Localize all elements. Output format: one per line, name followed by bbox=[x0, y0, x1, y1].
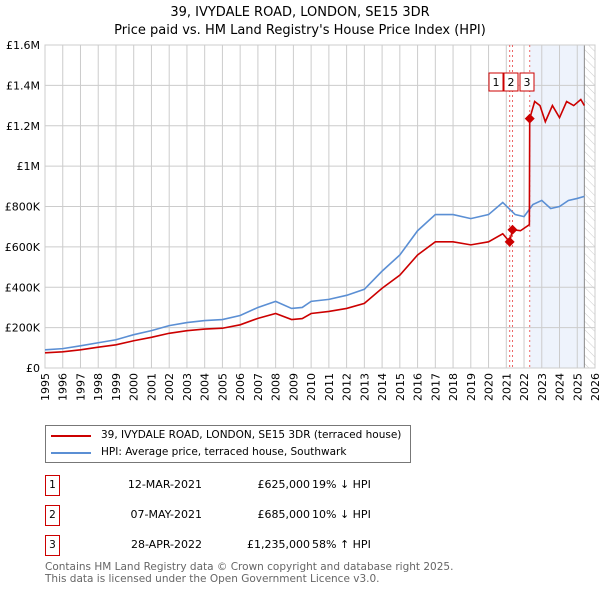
y-tick-label: £1.2M bbox=[6, 120, 40, 133]
x-tick-label: 2010 bbox=[305, 373, 318, 401]
sale-point bbox=[524, 113, 535, 124]
legend-label-property: 39, IVYDALE ROAD, LONDON, SE15 3DR (terr… bbox=[101, 429, 402, 441]
transaction-number: 3 bbox=[45, 535, 60, 556]
transaction-price: £625,000 bbox=[257, 478, 311, 491]
transaction-price: £685,000 bbox=[257, 508, 311, 521]
transaction-hpi: 19% ↓ HPI bbox=[312, 478, 371, 491]
plot-frame bbox=[44, 44, 596, 369]
price-chart: 1995 1996 1997 1998 1999 2000 2001 2002 2003 2004… bbox=[5, 39, 600, 401]
footer-line-2: This data is licensed under the Open Gov… bbox=[45, 573, 380, 585]
x-tick-label: 1997 bbox=[74, 373, 87, 401]
sale-label-box bbox=[503, 72, 519, 92]
x-tick-label: 2014 bbox=[376, 373, 389, 401]
x-tick-label: 2011 bbox=[323, 373, 336, 401]
chart-subtitle: Price paid vs. HM Land Registry's House … bbox=[114, 23, 486, 38]
transaction-row: 2 07-MAY-2021 £685,000 10% ↓ HPI bbox=[45, 505, 495, 526]
x-tick-label: 2024 bbox=[554, 373, 567, 401]
x-tick-label: 2018 bbox=[447, 373, 460, 401]
series-line bbox=[44, 195, 585, 351]
x-tick-label: 1995 bbox=[39, 373, 52, 401]
x-tick-label: 2002 bbox=[163, 373, 176, 401]
x-tick-label: 1996 bbox=[57, 373, 70, 401]
transaction-number: 1 bbox=[45, 475, 60, 496]
sale-label-box bbox=[519, 72, 535, 92]
x-tick-label: 2004 bbox=[199, 373, 212, 401]
transaction-number: 2 bbox=[45, 505, 60, 526]
transaction-row: 3 28-APR-2022 £1,235,000 58% ↑ HPI bbox=[45, 535, 495, 556]
sale-label: 3 bbox=[524, 76, 531, 89]
transaction-hpi: 10% ↓ HPI bbox=[312, 508, 371, 521]
x-tick-label: 2023 bbox=[536, 373, 549, 401]
transaction-row: 1 12-MAR-2021 £625,000 19% ↓ HPI bbox=[45, 475, 495, 496]
y-tick-label: £1.6M bbox=[6, 39, 40, 52]
x-tick-label: 2009 bbox=[287, 373, 300, 401]
y-tick-label: £400K bbox=[5, 281, 41, 294]
legend-blue-line bbox=[51, 451, 91, 454]
x-tick-label: 2019 bbox=[465, 373, 478, 401]
y-tick-label: £200K bbox=[5, 322, 41, 335]
transaction-date: 07-MAY-2021 bbox=[130, 508, 202, 521]
sale-label: 2 bbox=[508, 76, 515, 89]
sale-label: 1 bbox=[493, 76, 500, 89]
chart-title: 39, IVYDALE ROAD, LONDON, SE15 3DR bbox=[170, 5, 430, 20]
x-tick-label: 2003 bbox=[181, 373, 194, 401]
x-tick-label: 2016 bbox=[412, 373, 425, 401]
x-tick-label: 1999 bbox=[110, 373, 123, 401]
series-line bbox=[44, 98, 586, 354]
x-tick-label: 2020 bbox=[483, 373, 496, 401]
x-tick-label: 1998 bbox=[92, 373, 105, 401]
x-tick-label: 2022 bbox=[518, 373, 531, 401]
legend-red-line bbox=[51, 434, 91, 437]
transaction-date: 12-MAR-2021 bbox=[127, 478, 202, 491]
transaction-price: £1,235,000 bbox=[247, 538, 310, 551]
x-tick-label: 2005 bbox=[216, 373, 229, 401]
footer: Contains HM Land Registry data © Crown c… bbox=[45, 561, 453, 585]
y-tick-label: £1.4M bbox=[6, 79, 40, 92]
x-tick-label: 2015 bbox=[394, 373, 407, 401]
footer-line-1: Contains HM Land Registry data © Crown c… bbox=[45, 561, 454, 573]
sale-point bbox=[507, 224, 518, 235]
x-tick-label: 2008 bbox=[270, 373, 283, 401]
legend: 39, IVYDALE ROAD, LONDON, SE15 3DR (terr… bbox=[45, 425, 411, 463]
y-tick-label: £1M bbox=[17, 160, 41, 173]
sale-point bbox=[504, 236, 515, 247]
transaction-date: 28-APR-2022 bbox=[130, 538, 202, 551]
sale-label-box bbox=[488, 72, 504, 92]
y-tick-label: £800K bbox=[5, 201, 41, 214]
x-tick-label: 2012 bbox=[341, 373, 354, 401]
x-tick-label: 2021 bbox=[500, 373, 513, 401]
transaction-hpi: 58% ↑ HPI bbox=[312, 538, 371, 551]
x-tick-label: 2025 bbox=[571, 373, 584, 401]
x-tick-label: 2007 bbox=[252, 373, 265, 401]
x-tick-label: 2001 bbox=[145, 373, 158, 401]
y-tick-label: £0 bbox=[26, 362, 40, 375]
legend-label-hpi: HPI: Average price, terraced house, Sout… bbox=[101, 446, 347, 458]
x-tick-label: 2026 bbox=[589, 373, 600, 401]
x-tick-label: 2006 bbox=[234, 373, 247, 401]
y-tick-label: £600K bbox=[5, 241, 41, 254]
x-tick-label: 2017 bbox=[429, 373, 442, 401]
x-tick-label: 2013 bbox=[358, 373, 371, 401]
x-tick-label: 2000 bbox=[128, 373, 141, 401]
